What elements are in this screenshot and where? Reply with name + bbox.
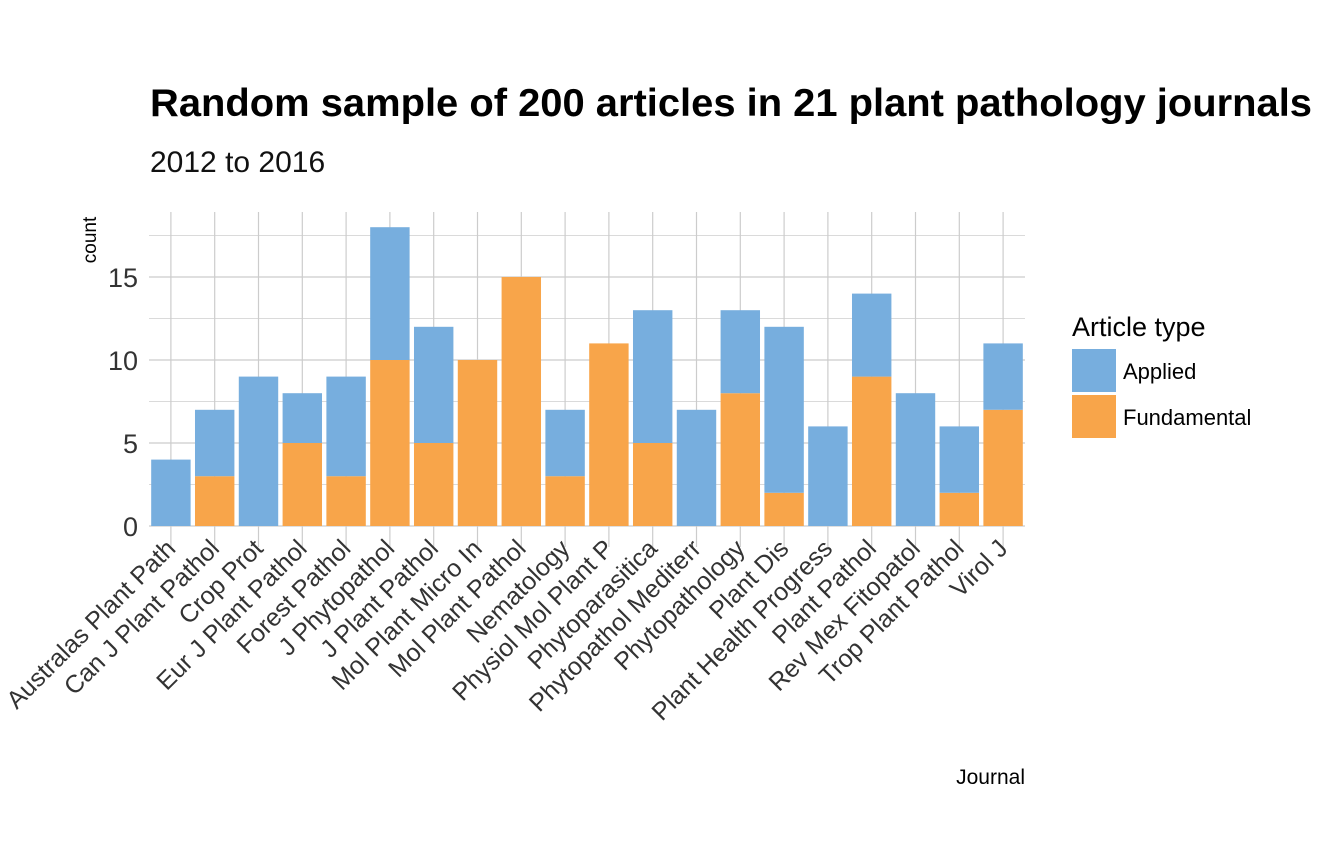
legend-label-fundamental: Fundamental — [1123, 405, 1251, 430]
bar-fundamental — [194, 476, 235, 526]
legend-title: Article type — [1072, 312, 1206, 342]
bar-fundamental — [589, 343, 629, 526]
bar-applied — [370, 227, 410, 360]
bar-applied — [238, 376, 279, 526]
chart-subtitle: 2012 to 2016 — [150, 146, 325, 179]
bar-applied — [764, 326, 804, 493]
bar-fundamental — [413, 443, 454, 526]
bar-applied — [720, 310, 761, 394]
bar-fundamental — [282, 443, 323, 526]
bar-applied — [808, 426, 848, 526]
bar-applied — [151, 459, 191, 526]
bar-applied — [194, 409, 235, 477]
bar-applied — [851, 293, 892, 377]
bar-applied — [632, 310, 673, 443]
legend-label-applied: Applied — [1123, 359, 1196, 384]
bar-applied — [676, 409, 717, 526]
bar-fundamental — [851, 376, 892, 526]
y-tick-label: 10 — [108, 346, 138, 376]
bar-applied — [326, 376, 366, 477]
x-axis-title: Journal — [956, 766, 1025, 789]
legend-key-applied — [1072, 349, 1116, 392]
bar-fundamental — [370, 360, 410, 526]
y-axis-title: count — [80, 216, 101, 263]
bar-fundamental — [326, 476, 366, 526]
bar-fundamental — [720, 393, 761, 526]
bars — [151, 227, 1023, 526]
legend: Article type Applied Fundamental — [1072, 312, 1251, 438]
y-tick-label: 5 — [123, 429, 138, 459]
bar-fundamental — [545, 476, 585, 526]
bar-fundamental — [501, 277, 542, 526]
bar-fundamental — [939, 492, 980, 526]
chart-title: Random sample of 200 articles in 21 plan… — [150, 82, 1312, 125]
bar-fundamental — [457, 360, 498, 526]
bar-applied — [282, 393, 323, 443]
bar-applied — [545, 409, 585, 477]
bar-applied — [895, 393, 936, 526]
y-tick-label: 15 — [108, 263, 138, 293]
bar-applied — [983, 343, 1023, 410]
bar-fundamental — [764, 492, 804, 526]
y-tick-label: 0 — [123, 512, 138, 542]
bar-applied — [413, 326, 454, 443]
bar-fundamental — [632, 443, 673, 526]
bar-fundamental — [983, 409, 1023, 526]
grid — [149, 212, 1025, 547]
legend-key-fundamental — [1072, 395, 1116, 438]
bar-applied — [939, 426, 980, 493]
